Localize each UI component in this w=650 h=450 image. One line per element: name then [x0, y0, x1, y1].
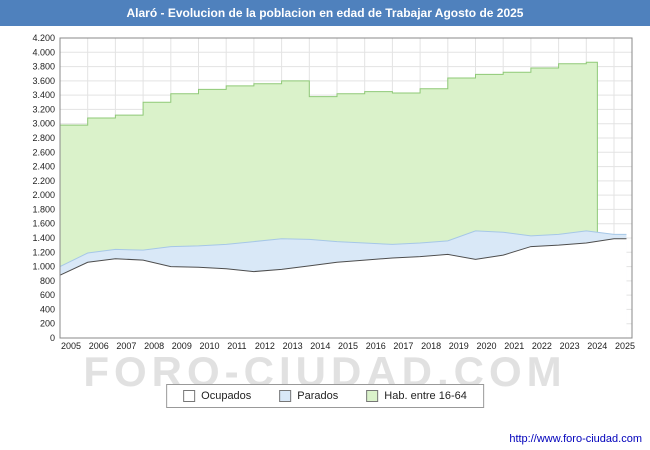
- footer-url[interactable]: http://www.foro-ciudad.com: [509, 433, 642, 445]
- svg-text:0: 0: [50, 333, 55, 343]
- legend-item-ocupados: Ocupados: [183, 390, 251, 402]
- svg-text:3.200: 3.200: [32, 104, 55, 114]
- svg-text:2019: 2019: [449, 341, 469, 351]
- legend-swatch-ocupados: [183, 390, 196, 402]
- legend-label-hab-16-64: Hab. entre 16-64: [384, 390, 467, 402]
- svg-text:800: 800: [40, 276, 55, 286]
- svg-text:2.200: 2.200: [32, 176, 55, 186]
- svg-text:4.200: 4.200: [32, 33, 55, 43]
- svg-text:1.600: 1.600: [32, 219, 55, 229]
- svg-text:3.600: 3.600: [32, 76, 55, 86]
- svg-text:2005: 2005: [61, 341, 81, 351]
- svg-text:2010: 2010: [199, 341, 219, 351]
- svg-text:2016: 2016: [366, 341, 386, 351]
- svg-text:2.400: 2.400: [32, 162, 55, 172]
- svg-text:2011: 2011: [227, 341, 246, 351]
- svg-text:2.000: 2.000: [32, 190, 55, 200]
- svg-text:2017: 2017: [393, 341, 413, 351]
- svg-text:1.200: 1.200: [32, 247, 55, 257]
- legend-label-parados: Parados: [297, 390, 339, 402]
- svg-text:200: 200: [40, 319, 55, 329]
- svg-text:2025: 2025: [615, 341, 635, 351]
- svg-text:2024: 2024: [587, 341, 607, 351]
- svg-text:2022: 2022: [532, 341, 552, 351]
- svg-text:2023: 2023: [560, 341, 580, 351]
- legend-swatch-hab-16-64: [366, 390, 379, 402]
- legend: Ocupados Parados Hab. entre 16-64: [166, 384, 484, 408]
- svg-text:600: 600: [40, 290, 55, 300]
- chart-title: Alaró - Evolucion de la poblacion en eda…: [0, 0, 650, 26]
- svg-text:2013: 2013: [283, 341, 303, 351]
- svg-text:2012: 2012: [255, 341, 275, 351]
- svg-text:4.000: 4.000: [32, 47, 55, 57]
- legend-item-hab-16-64: Hab. entre 16-64: [366, 390, 467, 402]
- svg-text:2.800: 2.800: [32, 133, 55, 143]
- svg-text:2006: 2006: [89, 341, 109, 351]
- legend-swatch-parados: [279, 390, 292, 402]
- svg-text:1.800: 1.800: [32, 204, 55, 214]
- svg-text:2018: 2018: [421, 341, 441, 351]
- svg-text:2.600: 2.600: [32, 147, 55, 157]
- svg-text:1.400: 1.400: [32, 233, 55, 243]
- svg-text:2008: 2008: [144, 341, 164, 351]
- svg-text:1.000: 1.000: [32, 262, 55, 272]
- svg-text:2021: 2021: [504, 341, 524, 351]
- chart-svg: 0 200 400 600 800 1.000 1.200 1.400 1.600 1.800 2.…: [32, 33, 635, 351]
- svg-text:3.800: 3.800: [32, 62, 55, 72]
- svg-text:3.000: 3.000: [32, 119, 55, 129]
- svg-text:400: 400: [40, 304, 55, 314]
- legend-label-ocupados: Ocupados: [201, 390, 252, 402]
- svg-text:2020: 2020: [476, 341, 496, 351]
- svg-text:2014: 2014: [310, 341, 330, 351]
- legend-item-parados: Parados: [279, 390, 338, 402]
- svg-text:2015: 2015: [338, 341, 358, 351]
- svg-text:2009: 2009: [172, 341, 192, 351]
- svg-text:2007: 2007: [116, 341, 136, 351]
- svg-text:3.400: 3.400: [32, 90, 55, 100]
